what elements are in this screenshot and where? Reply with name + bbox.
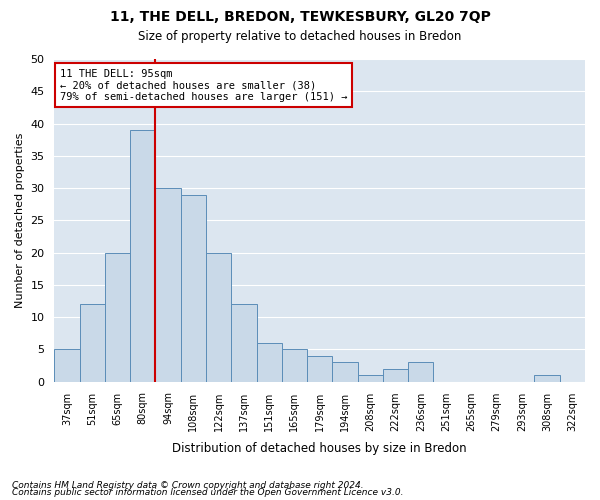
Bar — [383, 369, 408, 382]
Bar — [332, 362, 358, 382]
Bar — [408, 362, 433, 382]
Bar — [535, 375, 560, 382]
Bar — [181, 194, 206, 382]
Bar — [257, 343, 282, 382]
Bar — [130, 130, 155, 382]
Bar — [206, 252, 231, 382]
Text: Contains HM Land Registry data © Crown copyright and database right 2024.: Contains HM Land Registry data © Crown c… — [12, 480, 364, 490]
Bar — [105, 252, 130, 382]
Bar — [307, 356, 332, 382]
Bar — [231, 304, 257, 382]
Bar — [155, 188, 181, 382]
Y-axis label: Number of detached properties: Number of detached properties — [15, 132, 25, 308]
Text: Size of property relative to detached houses in Bredon: Size of property relative to detached ho… — [139, 30, 461, 43]
X-axis label: Distribution of detached houses by size in Bredon: Distribution of detached houses by size … — [172, 442, 467, 455]
Text: 11 THE DELL: 95sqm
← 20% of detached houses are smaller (38)
79% of semi-detache: 11 THE DELL: 95sqm ← 20% of detached hou… — [60, 68, 347, 102]
Bar — [55, 350, 80, 382]
Text: Contains public sector information licensed under the Open Government Licence v3: Contains public sector information licen… — [12, 488, 404, 497]
Bar — [358, 375, 383, 382]
Bar — [80, 304, 105, 382]
Bar — [282, 350, 307, 382]
Text: 11, THE DELL, BREDON, TEWKESBURY, GL20 7QP: 11, THE DELL, BREDON, TEWKESBURY, GL20 7… — [110, 10, 490, 24]
